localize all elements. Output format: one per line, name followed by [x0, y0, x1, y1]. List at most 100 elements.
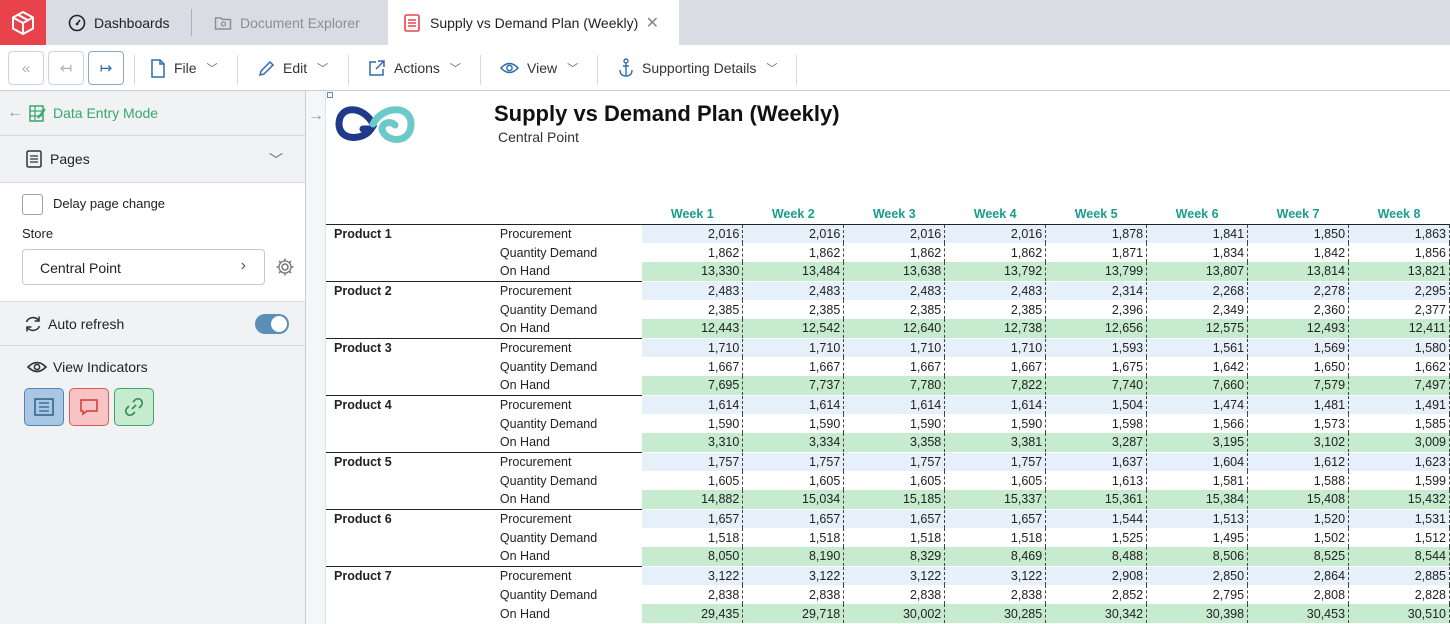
value-cell[interactable]: 15,384 [1146, 490, 1249, 509]
app-logo-icon[interactable] [0, 0, 46, 45]
value-cell[interactable]: 2,016 [641, 223, 744, 243]
value-cell[interactable]: 2,838 [944, 585, 1047, 604]
tab-dashboards[interactable]: Dashboards [68, 0, 170, 45]
value-cell[interactable]: 1,667 [742, 357, 845, 376]
value-cell[interactable]: 12,640 [843, 319, 946, 338]
value-cell[interactable]: 8,190 [742, 547, 845, 566]
value-cell[interactable]: 2,385 [641, 300, 744, 319]
value-cell[interactable]: 1,667 [843, 357, 946, 376]
value-cell[interactable]: 1,650 [1247, 357, 1350, 376]
value-cell[interactable]: 2,278 [1247, 280, 1350, 300]
value-cell[interactable]: 8,544 [1348, 547, 1450, 566]
value-cell[interactable]: 13,792 [944, 262, 1047, 281]
value-cell[interactable]: 1,637 [1045, 451, 1148, 471]
value-cell[interactable]: 2,864 [1247, 565, 1350, 585]
value-cell[interactable]: 1,834 [1146, 243, 1249, 262]
value-cell[interactable]: 12,411 [1348, 319, 1450, 338]
value-cell[interactable]: 13,807 [1146, 262, 1249, 281]
value-cell[interactable]: 1,710 [944, 337, 1047, 357]
value-cell[interactable]: 2,838 [641, 585, 744, 604]
value-cell[interactable]: 30,510 [1348, 604, 1450, 623]
value-cell[interactable]: 2,852 [1045, 585, 1148, 604]
value-cell[interactable]: 1,604 [1146, 451, 1249, 471]
value-cell[interactable]: 2,483 [843, 280, 946, 300]
value-cell[interactable]: 2,838 [742, 585, 845, 604]
value-cell[interactable]: 1,856 [1348, 243, 1450, 262]
value-cell[interactable]: 1,518 [641, 528, 744, 547]
links-indicator-button[interactable] [114, 388, 154, 426]
value-cell[interactable]: 7,737 [742, 376, 845, 395]
value-cell[interactable]: 30,453 [1247, 604, 1350, 623]
value-cell[interactable]: 7,660 [1146, 376, 1249, 395]
value-cell[interactable]: 1,614 [944, 394, 1047, 414]
selection-handle[interactable] [327, 92, 333, 98]
arrow-left-icon[interactable]: ← [7, 104, 23, 121]
first-page-button[interactable]: « [8, 51, 44, 85]
value-cell[interactable]: 2,483 [944, 280, 1047, 300]
value-cell[interactable]: 1,593 [1045, 337, 1148, 357]
value-cell[interactable]: 2,483 [641, 280, 744, 300]
arrow-right-icon[interactable]: → [308, 107, 324, 124]
value-cell[interactable]: 3,122 [742, 565, 845, 585]
value-cell[interactable]: 1,657 [843, 508, 946, 528]
value-cell[interactable]: 1,495 [1146, 528, 1249, 547]
value-cell[interactable]: 29,718 [742, 604, 845, 623]
value-cell[interactable]: 12,443 [641, 319, 744, 338]
value-cell[interactable]: 1,580 [1348, 337, 1450, 357]
value-cell[interactable]: 1,862 [944, 243, 1047, 262]
value-cell[interactable]: 12,738 [944, 319, 1047, 338]
value-cell[interactable]: 12,575 [1146, 319, 1249, 338]
delay-page-change-checkbox[interactable] [22, 194, 43, 215]
value-cell[interactable]: 1,710 [742, 337, 845, 357]
value-cell[interactable]: 30,342 [1045, 604, 1148, 623]
edit-menu[interactable]: Edit ﹀ [258, 45, 328, 91]
actions-menu[interactable]: Actions ﹀ [368, 45, 461, 91]
value-cell[interactable]: 2,314 [1045, 280, 1148, 300]
close-tab-icon[interactable]: ✕ [645, 15, 659, 32]
value-cell[interactable]: 1,863 [1348, 223, 1450, 243]
value-cell[interactable]: 1,605 [843, 471, 946, 490]
value-cell[interactable]: 2,016 [742, 223, 845, 243]
value-cell[interactable]: 1,518 [944, 528, 1047, 547]
value-cell[interactable]: 1,518 [843, 528, 946, 547]
value-cell[interactable]: 1,590 [742, 414, 845, 433]
value-cell[interactable]: 7,822 [944, 376, 1047, 395]
value-cell[interactable]: 2,483 [742, 280, 845, 300]
value-cell[interactable]: 1,531 [1348, 508, 1450, 528]
value-cell[interactable]: 8,050 [641, 547, 744, 566]
data-entry-mode-header[interactable]: ← Data Entry Mode [0, 91, 305, 136]
value-cell[interactable]: 30,002 [843, 604, 946, 623]
comments-indicator-button[interactable] [69, 388, 109, 426]
value-cell[interactable]: 2,377 [1348, 300, 1450, 319]
value-cell[interactable]: 1,657 [944, 508, 1047, 528]
value-cell[interactable]: 1,599 [1348, 471, 1450, 490]
value-cell[interactable]: 1,757 [742, 451, 845, 471]
value-cell[interactable]: 15,337 [944, 490, 1047, 509]
value-cell[interactable]: 7,579 [1247, 376, 1350, 395]
value-cell[interactable]: 2,385 [843, 300, 946, 319]
value-cell[interactable]: 8,329 [843, 547, 946, 566]
pages-section[interactable]: Pages ﹀ [0, 136, 305, 183]
value-cell[interactable]: 1,605 [742, 471, 845, 490]
value-cell[interactable]: 29,435 [641, 604, 744, 623]
value-cell[interactable]: 15,361 [1045, 490, 1148, 509]
value-cell[interactable]: 1,614 [742, 394, 845, 414]
value-cell[interactable]: 1,612 [1247, 451, 1350, 471]
value-cell[interactable]: 1,662 [1348, 357, 1450, 376]
value-cell[interactable]: 3,102 [1247, 433, 1350, 452]
value-cell[interactable]: 1,590 [944, 414, 1047, 433]
value-cell[interactable]: 1,481 [1247, 394, 1350, 414]
value-cell[interactable]: 1,590 [641, 414, 744, 433]
value-cell[interactable]: 3,122 [641, 565, 744, 585]
next-page-button[interactable]: ↦ [88, 51, 124, 85]
value-cell[interactable]: 1,613 [1045, 471, 1148, 490]
value-cell[interactable]: 13,330 [641, 262, 744, 281]
value-cell[interactable]: 1,561 [1146, 337, 1249, 357]
value-cell[interactable]: 2,349 [1146, 300, 1249, 319]
value-cell[interactable]: 1,513 [1146, 508, 1249, 528]
value-cell[interactable]: 1,757 [843, 451, 946, 471]
value-cell[interactable]: 3,122 [843, 565, 946, 585]
value-cell[interactable]: 1,862 [742, 243, 845, 262]
supporting-details-menu[interactable]: Supporting Details ﹀ [618, 45, 777, 91]
value-cell[interactable]: 1,614 [641, 394, 744, 414]
